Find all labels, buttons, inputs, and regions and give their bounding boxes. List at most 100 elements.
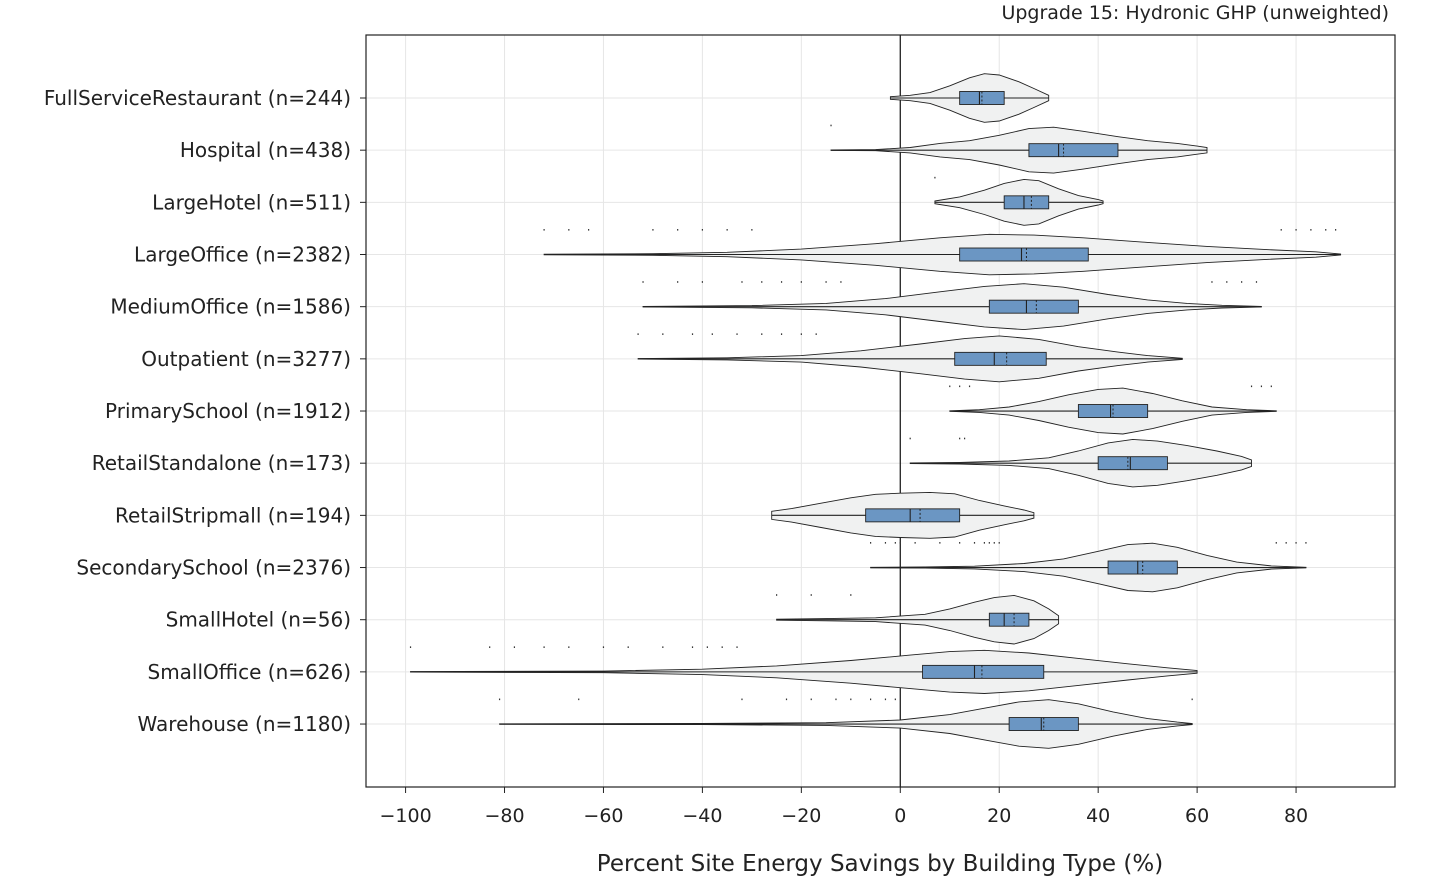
outlier-mark — [810, 698, 812, 701]
outlier-mark — [870, 542, 872, 544]
category-label: RetailStandalone (n=173) — [92, 451, 351, 475]
outlier-mark — [642, 281, 644, 283]
iqr-box — [922, 664, 1045, 679]
outlier-mark — [1325, 229, 1327, 231]
outlier-mark — [959, 437, 961, 440]
violin-group — [771, 491, 1035, 539]
outlier-mark — [1226, 281, 1228, 283]
iqr-box — [959, 247, 1089, 262]
iqr-box — [954, 351, 1047, 366]
violin-group — [642, 281, 1262, 331]
outlier-mark — [706, 646, 708, 648]
outlier-mark — [1241, 281, 1243, 283]
category-label: LargeOffice (n=2382) — [134, 243, 351, 267]
outlier-mark — [701, 229, 704, 231]
outlier-mark — [1310, 229, 1312, 231]
outlier-mark — [810, 594, 812, 596]
outlier-mark — [1285, 542, 1287, 544]
outlier-mark — [840, 281, 842, 283]
outlier-mark — [884, 698, 887, 701]
outlier-mark — [939, 542, 941, 544]
plot-area — [409, 35, 1342, 787]
violin-group — [637, 333, 1183, 383]
outlier-mark — [1255, 281, 1258, 283]
outlier-mark — [870, 698, 872, 701]
outlier-mark — [711, 333, 713, 335]
outlier-mark — [513, 646, 516, 648]
outlier-mark — [741, 698, 743, 701]
outlier-mark — [627, 646, 629, 648]
iqr-box — [988, 612, 1030, 627]
outlier-mark — [498, 698, 501, 701]
category-label: FullServiceRestaurant (n=244) — [44, 86, 351, 110]
outlier-mark — [776, 594, 778, 596]
violin-group — [949, 385, 1277, 435]
axes: FullServiceRestaurant (n=244) Hospital (n… — [44, 34, 1396, 827]
outlier-mark — [568, 229, 570, 231]
outlier-mark — [736, 333, 738, 335]
outlier-mark — [691, 646, 694, 648]
outlier-mark — [741, 281, 743, 283]
outlier-mark — [1275, 542, 1277, 544]
outlier-mark — [721, 646, 723, 648]
violin-group — [409, 646, 1198, 694]
outlier-mark — [780, 333, 783, 335]
outlier-mark — [652, 229, 654, 231]
outlier-mark — [691, 333, 694, 335]
outlier-mark — [780, 281, 783, 283]
chart-title: Upgrade 15: Hydronic GHP (unweighted) — [1001, 2, 1389, 24]
x-tick-label: −40 — [682, 805, 722, 827]
outlier-mark — [894, 542, 896, 544]
outlier-mark — [825, 281, 827, 283]
x-tick-label: 80 — [1284, 805, 1308, 827]
outlier-mark — [973, 542, 976, 544]
outlier-mark — [726, 229, 728, 231]
category-label: MediumOffice (n=1586) — [110, 295, 351, 319]
outlier-mark — [543, 229, 545, 231]
outlier-mark — [751, 229, 753, 231]
iqr-box — [988, 299, 1079, 314]
outlier-mark — [489, 646, 491, 648]
violin-group — [889, 73, 1050, 123]
x-tick-label: 0 — [894, 805, 906, 827]
category-label: SmallOffice (n=626) — [148, 660, 352, 684]
violin-group — [870, 542, 1307, 593]
outlier-mark — [568, 646, 570, 648]
outlier-mark — [602, 646, 605, 648]
outlier-mark — [993, 542, 995, 544]
category-label: RetailStripmall (n=194) — [115, 503, 351, 527]
x-tick-label: 60 — [1185, 805, 1209, 827]
x-tick-label: −20 — [781, 805, 821, 827]
category-label: PrimarySchool (n=1912) — [105, 399, 351, 423]
outlier-mark — [949, 385, 951, 388]
plot-frame — [365, 34, 1396, 788]
outlier-mark — [909, 437, 911, 440]
iqr-box — [1028, 143, 1119, 158]
x-tick-label: 20 — [987, 805, 1011, 827]
outlier-mark — [1270, 385, 1272, 388]
outlier-mark — [1191, 698, 1193, 701]
x-axis-title: Percent Site Energy Savings by Building … — [597, 851, 1163, 877]
outlier-mark — [850, 594, 852, 596]
iqr-box — [1097, 456, 1168, 471]
outlier-mark — [1280, 229, 1282, 231]
outlier-mark — [884, 542, 887, 544]
outlier-mark — [800, 281, 802, 283]
outlier-mark — [1305, 542, 1307, 544]
outlier-mark — [761, 333, 763, 335]
x-tick-label: 40 — [1086, 805, 1110, 827]
outlier-mark — [835, 698, 837, 701]
outlier-mark — [988, 542, 990, 544]
category-label: Warehouse (n=1180) — [138, 712, 351, 736]
outlier-mark — [1295, 229, 1297, 231]
category-label: Hospital (n=438) — [180, 138, 351, 162]
violin-group — [543, 229, 1342, 276]
outlier-mark — [578, 698, 580, 701]
outlier-mark — [934, 176, 936, 179]
outlier-mark — [543, 646, 545, 648]
outlier-mark — [894, 698, 896, 701]
violin-group — [934, 176, 1104, 226]
outlier-mark — [761, 281, 763, 283]
